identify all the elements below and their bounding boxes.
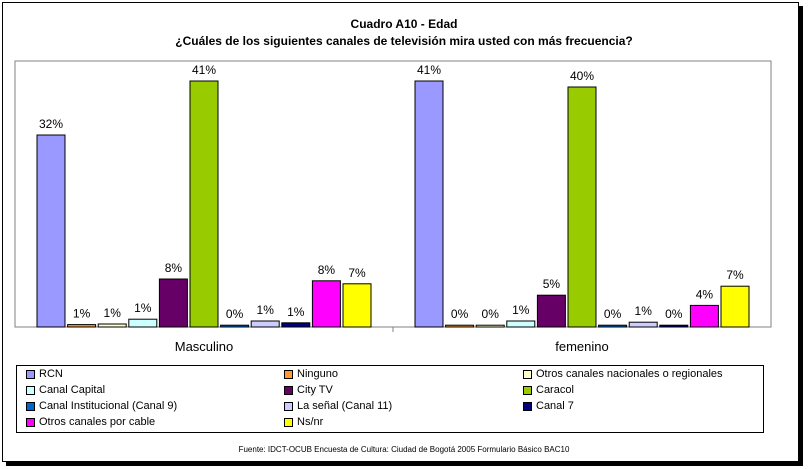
bar-la-se-al-canal-11--masculino — [250, 320, 280, 328]
bar-caracol-femenino — [567, 86, 597, 328]
legend-label: Canal Capital — [39, 384, 106, 396]
bar-chart: 32% 1% 1% 1% 8% 41% 0% 1% 1% 8% 7% Masculino 41% 0% 0%… — [14, 60, 772, 354]
data-label: 1% — [104, 306, 122, 320]
bar-city-tv-femenino — [536, 294, 566, 328]
data-label: 1% — [287, 305, 305, 319]
legend-label: City TV — [297, 384, 333, 396]
data-label: 1% — [134, 301, 152, 315]
legend-label: RCN — [39, 368, 63, 380]
legend-swatch — [284, 417, 293, 427]
legend-swatch — [523, 401, 532, 411]
legend-label: Ninguno — [297, 368, 338, 380]
legend-label: Caracol — [536, 384, 574, 396]
legend-item-canal-institucional-canal-9-: Canal Institucional (Canal 9) — [26, 399, 177, 413]
bar-canal-7-femenino — [659, 324, 689, 328]
chart-title: Cuadro A10 - Edad — [350, 17, 458, 31]
legend-swatch — [26, 417, 35, 427]
bar-ns-nr-masculino — [342, 283, 372, 328]
bar-caracol-masculino — [189, 80, 219, 328]
data-label: 1% — [257, 303, 275, 317]
data-label: 0% — [226, 307, 244, 321]
category-label: Masculino — [175, 339, 234, 354]
legend-label: Ns/nr — [297, 416, 324, 428]
legend-item-la-se-al-canal-11-: La señal (Canal 11) — [284, 399, 392, 413]
bar-rcn-femenino — [414, 80, 444, 328]
bar-otros-canales-nacionales-o-regionales-femenino — [475, 324, 505, 328]
legend-label: Canal Institucional (Canal 9) — [39, 400, 178, 412]
legend-swatch — [523, 369, 532, 379]
source-note: Fuente: IDCT-OCUB Encuesta de Cultura: C… — [238, 445, 570, 454]
bar-ninguno-femenino — [445, 324, 475, 328]
legend-label: Canal 7 — [536, 400, 574, 412]
bar-otros-canales-nacionales-o-regionales-masculino — [97, 323, 127, 328]
bar-canal-institucional-canal-9--femenino — [598, 324, 628, 328]
legend-item-caracol: Caracol — [523, 383, 574, 397]
legend-item-canal-capital: Canal Capital — [26, 383, 105, 397]
data-label: 0% — [604, 307, 622, 321]
bar-rcn-masculino — [36, 134, 66, 328]
data-label: 41% — [417, 63, 441, 77]
legend-swatch — [284, 385, 293, 395]
data-label: 0% — [665, 307, 683, 321]
bar-otros-canales-por-cable-masculino — [311, 280, 341, 328]
data-label: 41% — [192, 63, 216, 77]
category-label: femenino — [555, 339, 608, 354]
legend-item-ns-nr: Ns/nr — [284, 415, 323, 429]
data-label: 5% — [543, 277, 561, 291]
data-label: 40% — [570, 69, 594, 83]
data-label: 7% — [348, 266, 366, 280]
legend: RCN Ninguno Otros canales nacionales o reg… — [16, 365, 764, 433]
data-label: 8% — [165, 261, 183, 275]
data-label: 1% — [512, 303, 530, 317]
legend-swatch — [523, 385, 532, 395]
bar-canal-7-masculino — [281, 322, 311, 328]
legend-item-city-tv: City TV — [284, 383, 333, 397]
bar-canal-capital-masculino — [128, 318, 158, 328]
data-label: 0% — [451, 307, 469, 321]
legend-label: Otros canales por cable — [39, 416, 156, 428]
legend-swatch — [284, 369, 293, 379]
legend-item-rcn: RCN — [26, 367, 63, 381]
data-label: 7% — [726, 268, 744, 282]
bar-ninguno-masculino — [67, 324, 97, 328]
legend-item-canal-7: Canal 7 — [523, 399, 574, 413]
data-label: 32% — [39, 117, 63, 131]
data-label: 1% — [635, 304, 653, 318]
legend-item-otros-canales-nacionales-o-regionales: Otros canales nacionales o regionales — [523, 367, 723, 381]
bar-otros-canales-por-cable-femenino — [689, 304, 719, 328]
bar-la-se-al-canal-11--femenino — [628, 321, 658, 328]
chart-subtitle: ¿Cuáles de los siguientes canales de tel… — [175, 34, 633, 48]
bar-canal-institucional-canal-9--masculino — [220, 324, 250, 328]
legend-swatch — [26, 369, 35, 379]
data-label: 8% — [318, 263, 336, 277]
legend-swatch — [284, 401, 293, 411]
bar-city-tv-masculino — [158, 278, 188, 328]
data-label: 1% — [73, 307, 91, 321]
data-label: 0% — [482, 307, 500, 321]
legend-label: La señal (Canal 11) — [297, 400, 393, 412]
legend-item-ninguno: Ninguno — [284, 367, 338, 381]
plot-area — [14, 60, 772, 328]
legend-item-otros-canales-por-cable: Otros canales por cable — [26, 415, 155, 429]
data-label: 4% — [696, 287, 714, 301]
bar-ns-nr-femenino — [720, 285, 750, 328]
bar-canal-capital-femenino — [506, 320, 536, 328]
legend-swatch — [26, 385, 35, 395]
legend-label: Otros canales nacionales o regionales — [536, 368, 723, 380]
legend-swatch — [26, 401, 35, 411]
